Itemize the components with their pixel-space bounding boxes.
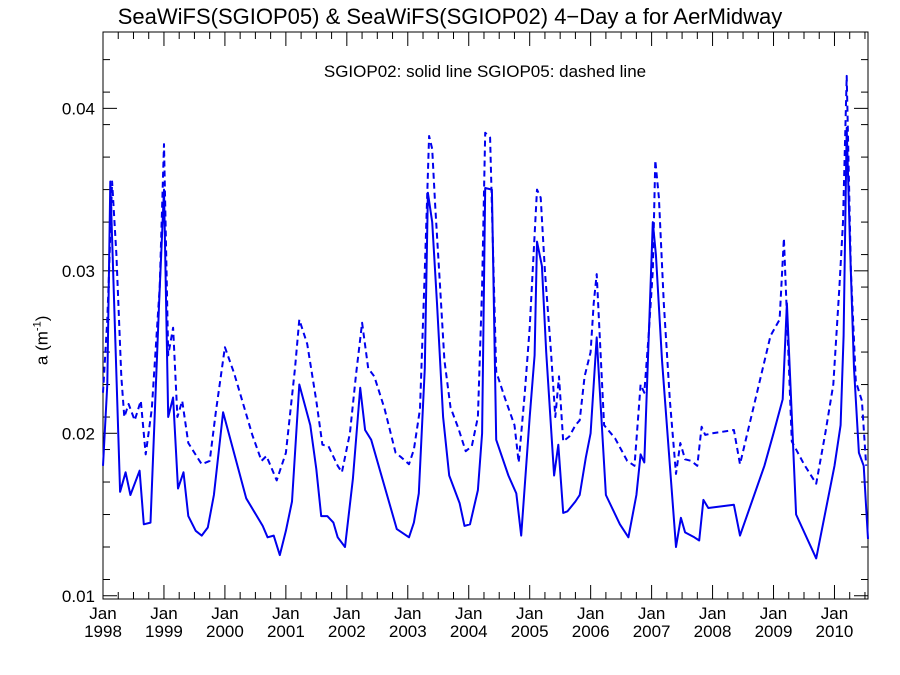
x-tick-year-6: 2004 xyxy=(450,622,488,641)
x-tick-month-2: Jan xyxy=(211,604,238,623)
x-tick-month-9: Jan xyxy=(638,604,665,623)
axis-ticks: 0.010.020.030.04Jan1998Jan1999Jan2000Jan… xyxy=(62,32,868,641)
x-tick-year-8: 2006 xyxy=(572,622,610,641)
chart-title: SeaWiFS(SGIOP05) & SeaWiFS(SGIOP02) 4−Da… xyxy=(117,4,783,29)
x-tick-year-12: 2010 xyxy=(816,622,854,641)
x-tick-year-1: 1999 xyxy=(145,622,183,641)
x-tick-year-5: 2003 xyxy=(389,622,427,641)
y-axis-label-close: ) xyxy=(32,315,52,322)
x-tick-month-3: Jan xyxy=(272,604,299,623)
y-axis-label: a (m-1) xyxy=(32,290,53,390)
x-tick-month-4: Jan xyxy=(333,604,360,623)
x-tick-year-10: 2008 xyxy=(694,622,732,641)
x-tick-month-0: Jan xyxy=(89,604,116,623)
x-tick-month-6: Jan xyxy=(455,604,482,623)
x-tick-year-0: 1998 xyxy=(84,622,122,641)
series-line-solid xyxy=(102,126,869,560)
series-group xyxy=(102,74,869,560)
plot-frame xyxy=(102,31,869,600)
y-tick-label-2: 0.03 xyxy=(62,262,95,281)
y-axis-label-sup: -1 xyxy=(31,321,44,332)
x-tick-year-7: 2005 xyxy=(511,622,549,641)
y-tick-label-1: 0.02 xyxy=(62,424,95,443)
x-tick-month-8: Jan xyxy=(577,604,604,623)
chart-annotation: SGIOP02: solid line SGIOP05: dashed line xyxy=(323,62,647,81)
y-axis-label-main: a (m xyxy=(32,331,52,366)
x-tick-year-11: 2009 xyxy=(755,622,793,641)
y-tick-label-3: 0.04 xyxy=(62,99,95,118)
x-tick-month-12: Jan xyxy=(821,604,848,623)
x-tick-year-9: 2007 xyxy=(633,622,671,641)
x-tick-month-11: Jan xyxy=(760,604,787,623)
x-tick-year-3: 2001 xyxy=(267,622,305,641)
x-tick-month-10: Jan xyxy=(699,604,726,623)
x-tick-month-7: Jan xyxy=(516,604,543,623)
x-tick-month-5: Jan xyxy=(394,604,421,623)
y-tick-label-0: 0.01 xyxy=(62,587,95,606)
x-tick-month-1: Jan xyxy=(150,604,177,623)
series-line-dashed xyxy=(102,74,868,485)
x-tick-year-4: 2002 xyxy=(328,622,366,641)
x-tick-year-2: 2000 xyxy=(206,622,244,641)
